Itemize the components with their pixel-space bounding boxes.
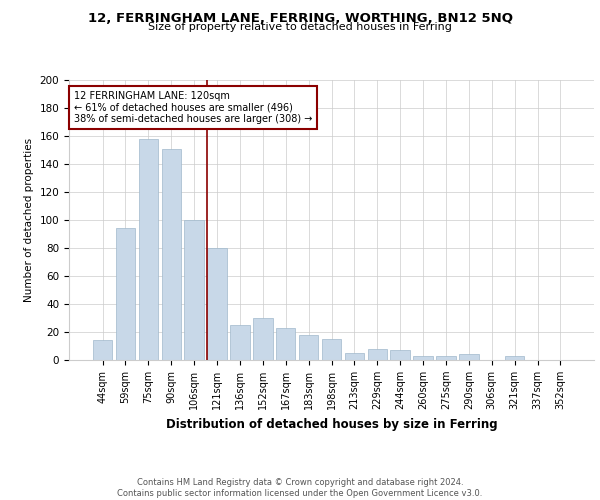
Bar [344,353,364,360]
Bar [116,228,135,360]
Bar [253,318,272,360]
Bar [459,354,479,360]
Bar [391,350,410,360]
Bar [276,328,295,360]
Bar [505,356,524,360]
Bar [230,325,250,360]
Bar [368,349,387,360]
Bar [322,339,341,360]
Text: 12 FERRINGHAM LANE: 120sqm
← 61% of detached houses are smaller (496)
38% of sem: 12 FERRINGHAM LANE: 120sqm ← 61% of deta… [74,91,313,124]
Bar [139,139,158,360]
Bar [413,356,433,360]
Text: Size of property relative to detached houses in Ferring: Size of property relative to detached ho… [148,22,452,32]
Bar [299,335,319,360]
Text: Contains HM Land Registry data © Crown copyright and database right 2024.
Contai: Contains HM Land Registry data © Crown c… [118,478,482,498]
Bar [436,356,455,360]
Bar [161,148,181,360]
Bar [93,340,112,360]
X-axis label: Distribution of detached houses by size in Ferring: Distribution of detached houses by size … [166,418,497,430]
Text: 12, FERRINGHAM LANE, FERRING, WORTHING, BN12 5NQ: 12, FERRINGHAM LANE, FERRING, WORTHING, … [88,12,512,26]
Bar [184,220,204,360]
Y-axis label: Number of detached properties: Number of detached properties [24,138,34,302]
Bar [208,248,227,360]
